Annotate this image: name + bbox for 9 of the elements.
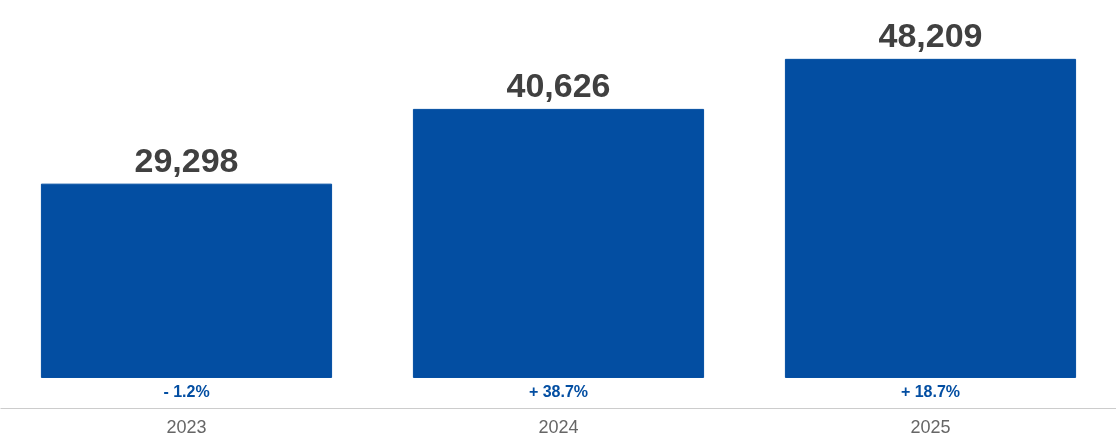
data-label: 48,209	[878, 16, 983, 55]
text: + 18.7%	[900, 383, 961, 401]
data-label: 40,626	[506, 66, 611, 105]
x-tick-label: 2024	[538, 416, 579, 437]
x-tick-label: 2025	[910, 416, 951, 437]
data-label: 29,298	[134, 141, 239, 180]
text: + 38.7%	[528, 383, 589, 401]
x-tick-label: 2023	[166, 416, 207, 437]
text: - 1.2%	[163, 383, 210, 401]
